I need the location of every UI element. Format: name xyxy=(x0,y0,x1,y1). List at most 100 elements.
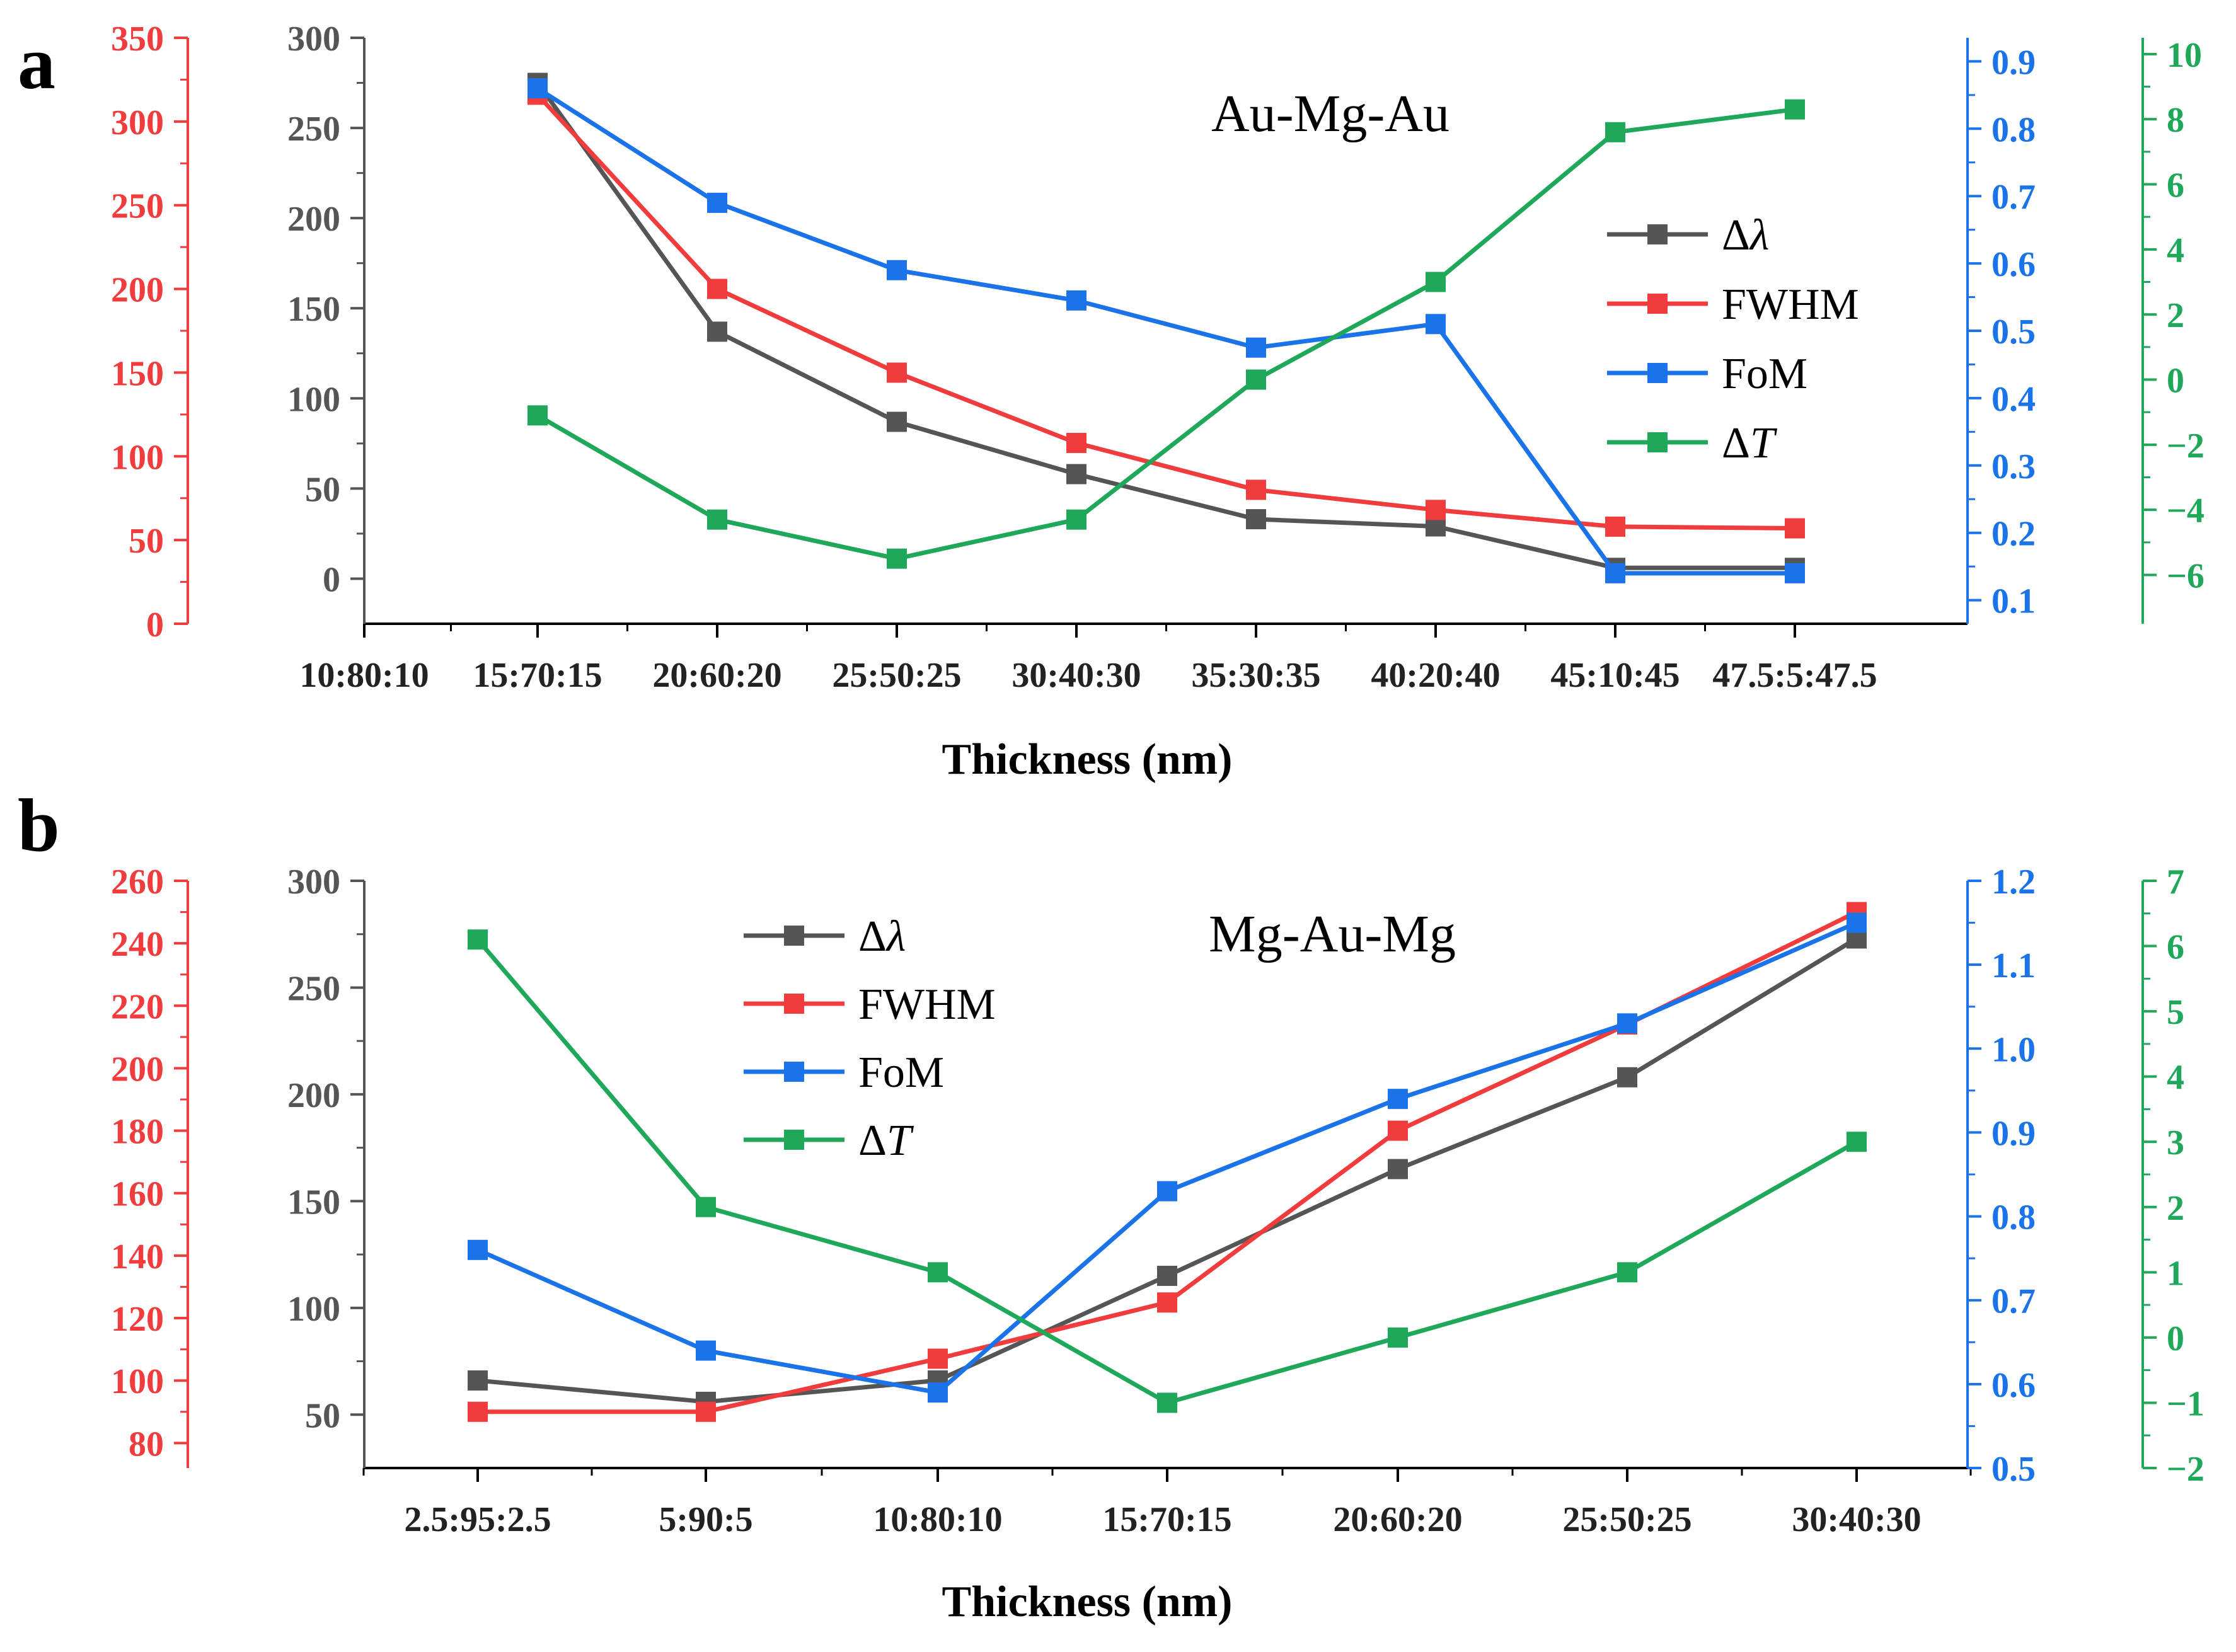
panel-a-delta-lambda-marker xyxy=(1066,464,1086,485)
panel-b-label: b xyxy=(18,783,60,867)
panel-a-blue-y-tick-label: 0.2 xyxy=(1991,515,2036,554)
panel-b-red-y-tick-label: 80 xyxy=(129,1425,164,1464)
panel-b-legend-delta-lambda-symbol: λ xyxy=(885,912,906,961)
panel-a-fwhm-marker xyxy=(1605,516,1625,537)
panel-a-black-y-tick-label: 50 xyxy=(305,470,340,509)
panel-a-x-tick-label: 15:70:15 xyxy=(473,656,602,695)
panel-b-legend-fwhm-label: FWHM xyxy=(858,980,996,1029)
panel-b-green-y-tick-label: 4 xyxy=(2167,1058,2184,1098)
panel-b-delta-t-marker xyxy=(696,1196,716,1217)
panel-b-delta-t-marker xyxy=(928,1262,948,1283)
panel-a-green-y-tick-label: 2 xyxy=(2167,296,2184,335)
panel-b-fom-marker xyxy=(1617,1013,1637,1034)
panel-a-legend-delta-lambda-delta: Δ xyxy=(1722,211,1750,260)
panel-b-fwhm-marker xyxy=(696,1401,716,1422)
panel-a-green-y-tick-label: 0 xyxy=(2167,362,2184,401)
panel-b-x-tick-label: 25:50:25 xyxy=(1562,1500,1691,1539)
panel-a-delta-lambda-marker xyxy=(707,321,727,342)
panel-a-green-y-tick-label: 4 xyxy=(2167,231,2184,270)
panel-b-legend-delta-lambda-label: Δλ xyxy=(858,912,906,961)
panel-a-fwhm-marker xyxy=(1426,500,1446,520)
panel-a-blue-y-tick-label: 0.9 xyxy=(1991,43,2036,82)
panel-b-legend-delta-lambda-delta: Δ xyxy=(858,912,887,961)
panel-a-fom-marker xyxy=(887,260,907,280)
panel-b-blue-y-tick-label: 0.5 xyxy=(1991,1450,2036,1489)
panel-a-green-y-tick-label: −6 xyxy=(2167,557,2204,596)
panel-b-blue-y-tick-label: 0.6 xyxy=(1991,1366,2036,1405)
panel-a-delta-t-marker xyxy=(1066,509,1086,530)
panel-a-blue-y-tick-label: 0.3 xyxy=(1991,447,2036,486)
panel-b-red-y-tick-label: 160 xyxy=(111,1175,164,1214)
panel-b-fom-marker xyxy=(1388,1089,1408,1110)
panel-a-legend-delta-t-delta: Δ xyxy=(1722,419,1750,467)
panel-a-green-y-tick-label: 6 xyxy=(2167,166,2184,205)
panel-a-blue-y-tick-label: 0.4 xyxy=(1991,380,2036,419)
panel-a-fwhm-line xyxy=(536,93,1795,531)
panel-a-blue-y-tick-label: 0.6 xyxy=(1991,245,2036,284)
panel-b-black-y-tick-label: 200 xyxy=(287,1076,340,1115)
panel-b-fwhm-marker xyxy=(1157,1292,1177,1313)
panel-a-legend-fom-label: FoM xyxy=(1722,350,1807,398)
panel-b-fwhm-marker xyxy=(1388,1120,1408,1141)
panel-a-legend-delta-lambda-symbol: λ xyxy=(1749,211,1769,260)
panel-a-blue-y-tick-label: 0.1 xyxy=(1991,582,2036,621)
panel-b-delta-lambda-marker xyxy=(1617,1067,1637,1087)
panel-b-green-y-tick-label: −2 xyxy=(2167,1450,2204,1489)
panel-b-red-y-tick-label: 220 xyxy=(111,987,164,1026)
panel-a-fwhm-marker xyxy=(887,362,907,383)
panel-a-fom-marker xyxy=(527,78,548,99)
panel-a-legend-fwhm-label: FWHM xyxy=(1722,280,1859,329)
panel-b-delta-lambda-marker xyxy=(1388,1159,1408,1179)
panel-a-legend-delta-t-symbol: T xyxy=(1750,419,1778,467)
panel-b-legend-delta-t-label: ΔT xyxy=(858,1116,914,1165)
panel-b-annotation: Mg-Au-Mg xyxy=(1209,905,1456,963)
panel-a-x-tick-label: 10:80:10 xyxy=(299,656,429,695)
panel-b-fom-marker xyxy=(696,1340,716,1361)
panel-a-fom-marker xyxy=(1246,337,1266,358)
panel-a-xlabel: Thickness (nm) xyxy=(942,735,1233,784)
panel-b-black-y-tick-label: 100 xyxy=(287,1290,340,1329)
panel-a-delta-t-marker xyxy=(707,509,727,530)
panel-a-delta-t-marker xyxy=(1605,122,1625,142)
panel-b-legend-delta-t-symbol: T xyxy=(887,1116,914,1165)
panel-a-red-y-tick-label: 200 xyxy=(111,271,164,310)
panel-b-blue-y-tick-label: 0.8 xyxy=(1991,1198,2036,1237)
panel-b-legend-delta-lambda-marker xyxy=(784,926,804,946)
panel-a-plot: 10:80:10 15:70:15 20:60:20 25:50:25 30:40:30… xyxy=(111,20,2204,695)
panel-a-x-tick-label: 45:10:45 xyxy=(1550,656,1680,695)
panel-b-x-tick-label: 2.5:95:2.5 xyxy=(404,1500,551,1539)
panel-a-delta-lambda-marker xyxy=(1246,509,1266,530)
panel-b-black-y-tick-label: 300 xyxy=(287,863,340,902)
panel-b-green-y-tick-label: 0 xyxy=(2167,1319,2184,1358)
panel-b-delta-t-marker xyxy=(1617,1262,1637,1283)
panel-a-black-y-tick-label: 300 xyxy=(287,20,340,59)
panel-a-fom-marker xyxy=(1066,290,1086,311)
panel-b-green-y-tick-label: −1 xyxy=(2167,1384,2204,1423)
panel-a-legend-delta-lambda-label: Δλ xyxy=(1722,211,1769,260)
panel-a-delta-lambda-line xyxy=(536,81,1795,570)
panel-b-plot: 2.5:95:2.5 5:90:5 10:80:10 15:70:15 20:60:20… xyxy=(111,863,2204,1539)
panel-b-blue-y-tick-label: 0.7 xyxy=(1991,1282,2036,1321)
panel-b-red-y-tick-label: 140 xyxy=(111,1237,164,1276)
panel-b-blue-y-tick-label: 1.2 xyxy=(1991,863,2036,902)
panel-a-fwhm-marker xyxy=(707,278,727,299)
panel-a-blue-y-tick-label: 0.8 xyxy=(1991,110,2036,149)
panel-a-delta-t-marker xyxy=(1785,99,1805,120)
panel-b-x-tick-label: 20:60:20 xyxy=(1333,1500,1462,1539)
panel-b-red-y-tick-label: 120 xyxy=(111,1300,164,1339)
panel-b-black-y-tick-label: 150 xyxy=(287,1183,340,1222)
panel-b-red-y-tick-label: 200 xyxy=(111,1050,164,1089)
panel-b-black-y-tick-label: 250 xyxy=(287,969,340,1008)
panel-a-green-y-tick-label: 10 xyxy=(2167,36,2202,75)
panel-b-legend-fwhm-marker xyxy=(784,994,804,1014)
panel-a-fom-marker xyxy=(1785,563,1805,583)
panel-a-fwhm-marker xyxy=(1785,518,1805,539)
panel-b-delta-lambda-marker xyxy=(468,1370,488,1391)
panel-a-delta-t-marker xyxy=(1426,272,1446,292)
panel-b-delta-t-marker xyxy=(468,929,488,950)
panel-b-green-y-tick-label: 1 xyxy=(2167,1254,2184,1293)
panel-b-blue-y-tick-label: 1.1 xyxy=(1991,946,2036,985)
panel-a-delta-t-marker xyxy=(1246,369,1266,390)
panel-b-x-tick-label: 30:40:30 xyxy=(1792,1500,1921,1539)
